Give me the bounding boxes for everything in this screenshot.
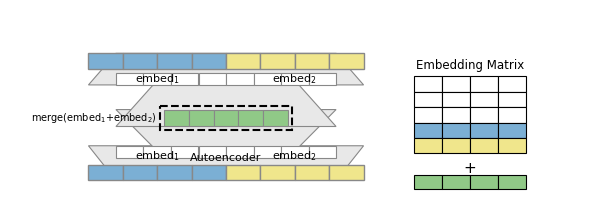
Text: embed$_2$: embed$_2$ <box>272 72 317 86</box>
Bar <box>253 146 281 158</box>
Text: embed$_1$: embed$_1$ <box>135 149 180 163</box>
Bar <box>498 92 526 107</box>
Bar <box>281 73 309 85</box>
Bar <box>88 165 123 180</box>
Bar <box>192 53 226 69</box>
Bar <box>470 123 498 138</box>
Bar <box>498 175 526 189</box>
Bar <box>414 138 442 154</box>
Bar <box>414 107 442 123</box>
Bar <box>414 123 442 138</box>
Text: Autoencoder: Autoencoder <box>190 153 262 163</box>
Polygon shape <box>88 146 364 180</box>
Bar <box>171 73 198 85</box>
Bar <box>442 107 470 123</box>
Bar <box>189 110 213 126</box>
Polygon shape <box>116 73 336 126</box>
Bar <box>123 165 157 180</box>
Text: merge(embed$_1$+embed$_2$): merge(embed$_1$+embed$_2$) <box>32 111 157 125</box>
Bar <box>213 110 238 126</box>
Bar <box>226 165 260 180</box>
Bar <box>414 77 442 92</box>
Bar <box>309 146 336 158</box>
Bar <box>144 73 171 85</box>
Bar <box>281 146 309 158</box>
Bar <box>442 138 470 154</box>
Bar <box>498 123 526 138</box>
Bar <box>442 92 470 107</box>
Bar <box>260 53 295 69</box>
Bar <box>192 165 226 180</box>
Bar <box>309 73 336 85</box>
Bar <box>198 146 226 158</box>
Bar <box>160 106 292 130</box>
Bar <box>414 175 442 189</box>
Bar <box>295 165 329 180</box>
Bar <box>171 146 198 158</box>
Bar <box>260 165 295 180</box>
Bar <box>116 73 144 85</box>
Bar <box>470 107 498 123</box>
Bar <box>226 146 253 158</box>
Bar <box>123 53 157 69</box>
Bar <box>498 138 526 154</box>
Bar <box>226 73 253 85</box>
Bar <box>198 73 226 85</box>
Bar <box>442 77 470 92</box>
Bar <box>295 53 329 69</box>
Bar <box>470 92 498 107</box>
Bar <box>226 53 260 69</box>
Text: embed$_2$: embed$_2$ <box>272 149 317 163</box>
Text: embed$_1$: embed$_1$ <box>135 72 180 86</box>
Bar <box>263 110 288 126</box>
Text: +: + <box>464 161 477 176</box>
Bar <box>498 77 526 92</box>
Bar <box>498 107 526 123</box>
Bar <box>442 175 470 189</box>
Bar <box>157 165 192 180</box>
Bar <box>253 73 281 85</box>
Bar <box>470 175 498 189</box>
Polygon shape <box>88 53 364 85</box>
Bar <box>442 123 470 138</box>
Bar <box>470 77 498 92</box>
Bar <box>164 110 189 126</box>
Bar <box>329 53 364 69</box>
Bar <box>329 165 364 180</box>
Bar <box>88 53 123 69</box>
Bar <box>238 110 263 126</box>
Bar <box>470 138 498 154</box>
Bar <box>144 146 171 158</box>
Bar <box>116 146 144 158</box>
Bar <box>414 92 442 107</box>
Text: Embedding Matrix: Embedding Matrix <box>416 59 524 72</box>
Polygon shape <box>116 110 336 158</box>
Bar <box>157 53 192 69</box>
